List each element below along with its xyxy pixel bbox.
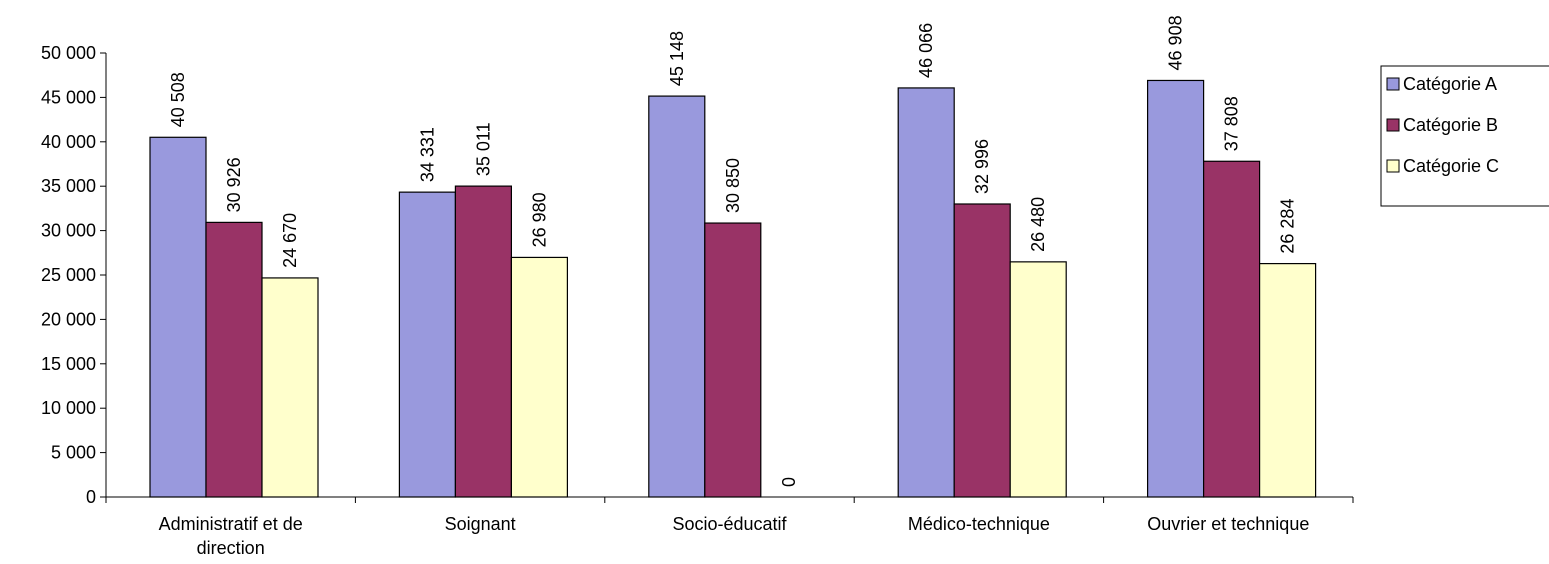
x-axis: Administratif et de direction Soignant Soci… [105,496,1354,558]
bar [1009,261,1067,498]
bar [454,185,512,498]
x-tick-label: Socio-éducatif [672,514,787,534]
data-label: 46 066 [916,23,936,78]
data-label: 40 508 [168,72,188,127]
data-label: 26 284 [1278,199,1298,254]
y-tick-label: 10 000 [41,398,96,418]
x-tick-label: Ouvrier et technique [1147,514,1309,534]
legend-swatch [1386,159,1400,173]
bar-value-labels: 40 508 34 331 45 148 46 066 46 908 30 926 35 0… [168,15,1298,487]
bar [261,277,319,498]
y-tick-label: 0 [86,487,96,507]
data-label: 30 850 [723,158,743,213]
legend-label: Catégorie B [1403,115,1498,135]
bar [648,95,706,498]
x-tick-label: Soignant [445,514,516,534]
y-tick-label: 45 000 [41,87,96,107]
data-label: 45 148 [667,31,687,86]
bar [398,191,456,498]
bars [149,79,1317,498]
bar [953,203,1011,498]
data-label: 37 808 [1222,96,1242,151]
y-tick-label: 15 000 [41,354,96,374]
legend-swatch [1386,118,1400,132]
bar [1146,79,1205,498]
bar [897,87,955,498]
data-label: 30 926 [224,157,244,212]
data-label: 32 996 [972,139,992,194]
legend-label: Catégorie A [1403,74,1497,94]
x-tick-label: Médico-technique [908,514,1050,534]
legend-label: Catégorie C [1403,156,1499,176]
bar [704,222,762,498]
data-label: 34 331 [417,127,437,182]
legend-box [1380,65,1549,207]
y-tick-label: 5 000 [51,443,96,463]
bar [510,256,568,498]
legend: Catégorie A Catégorie B Catégorie C [1380,65,1549,207]
y-axis: 0 5 000 10 000 15 000 20 000 25 000 30 000 35 0… [41,43,107,507]
data-label: 46 908 [1166,15,1186,70]
bar [149,136,207,498]
data-label: 24 670 [280,213,300,268]
data-label: 0 [779,477,799,487]
bar [1258,262,1317,498]
y-tick-label: 35 000 [41,176,96,196]
bar [205,221,263,498]
y-tick-label: 25 000 [41,265,96,285]
y-tick-label: 50 000 [41,43,96,63]
legend-swatch [1386,77,1400,91]
bar [1202,160,1261,498]
data-label: 26 480 [1028,197,1048,252]
data-label: 35 011 [473,122,493,176]
y-tick-label: 20 000 [41,309,96,329]
y-tick-label: 40 000 [41,132,96,152]
y-tick-label: 30 000 [41,221,96,241]
data-label: 26 980 [529,192,549,247]
x-tick-label: Administratif et de direction [159,514,303,558]
